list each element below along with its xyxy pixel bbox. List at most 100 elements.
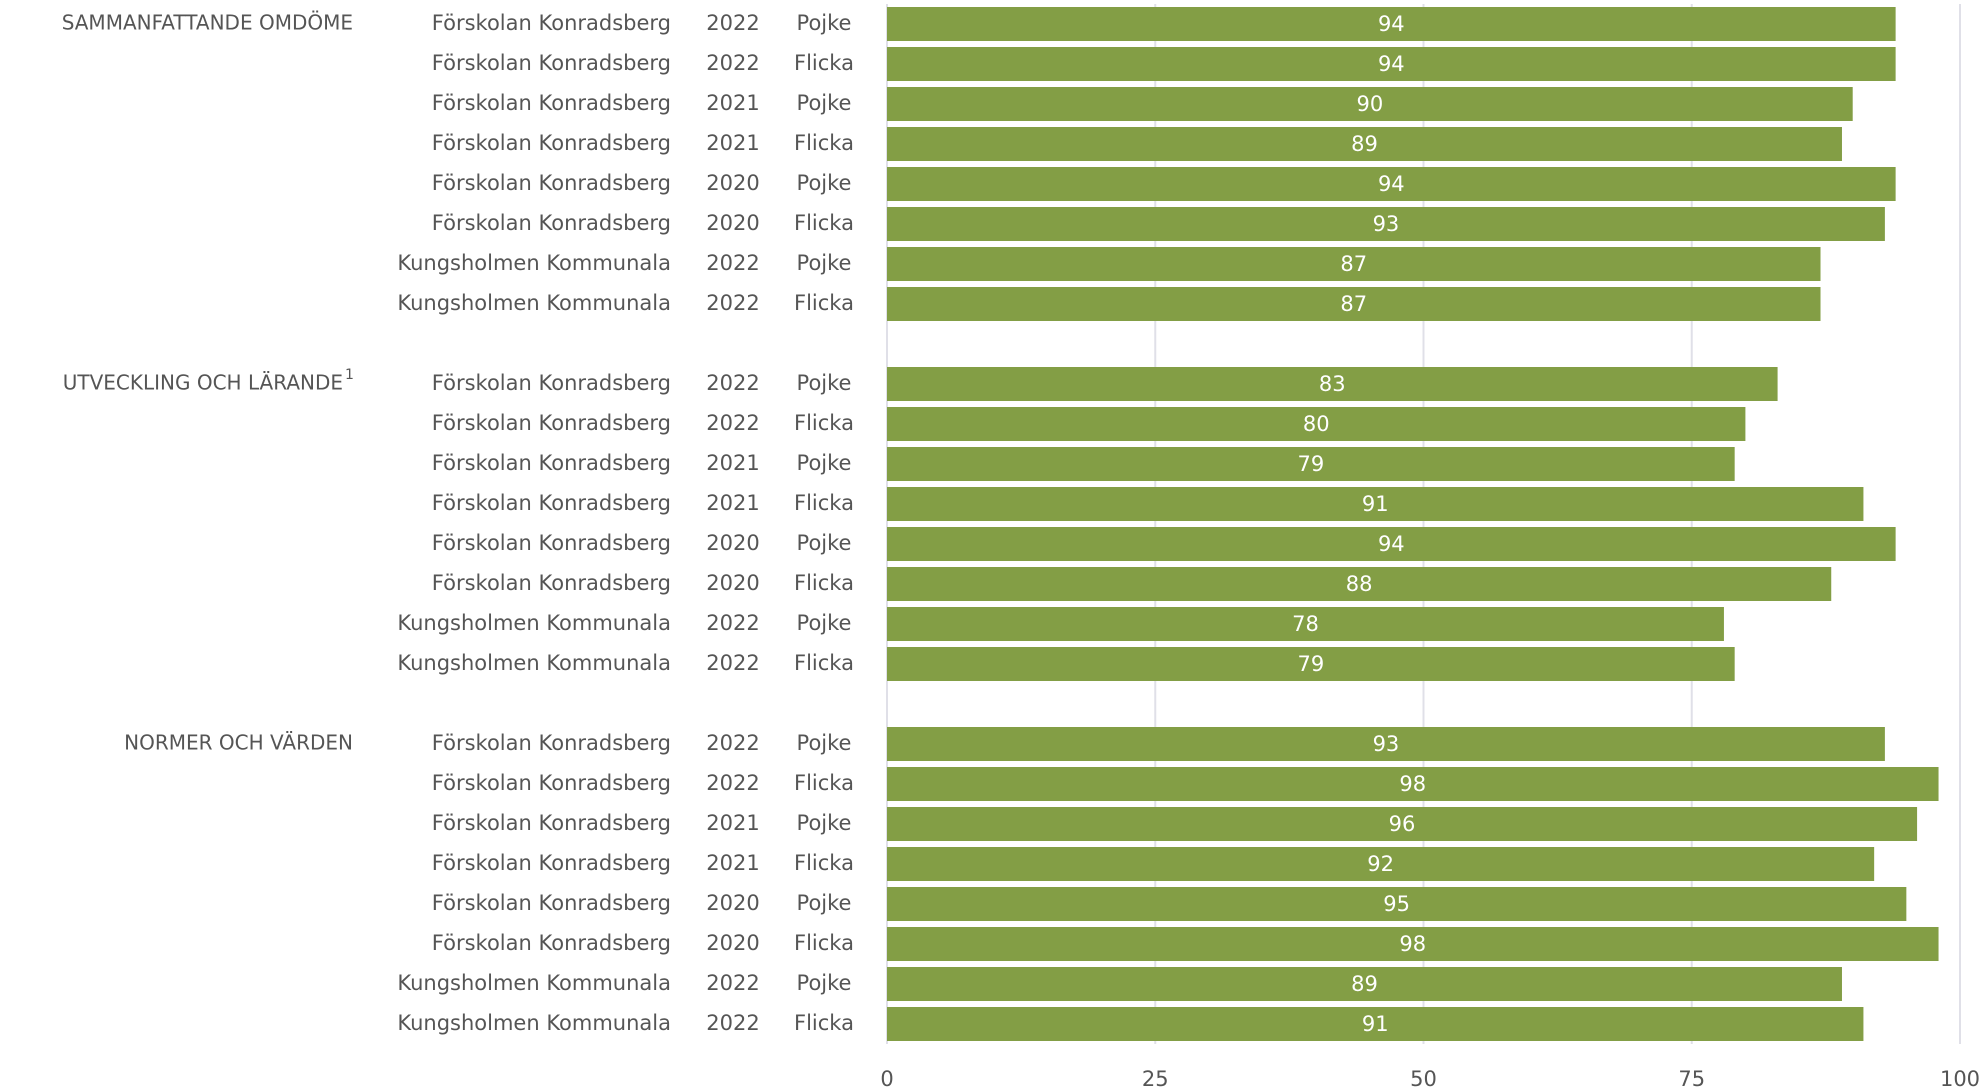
value-label: 91 [1362,492,1389,516]
value-label: 98 [1399,932,1426,956]
school-label: Kungsholmen Kommunala [397,251,671,275]
bar [887,367,1778,401]
bar [887,447,1735,481]
gender-label: Pojke [797,731,852,755]
bar [887,527,1896,561]
value-label: 98 [1399,772,1426,796]
group-label: UTVECKLING OCH LÄRANDE [63,371,343,395]
bar [887,767,1939,801]
school-label: Förskolan Konradsberg [432,731,671,755]
gender-label: Flicka [794,931,854,955]
footnote-mark: 1 [345,367,354,383]
value-label: 94 [1378,172,1405,196]
school-label: Kungsholmen Kommunala [397,1011,671,1035]
bar [887,407,1746,441]
gender-label: Flicka [794,291,854,315]
school-label: Förskolan Konradsberg [432,211,671,235]
value-label: 94 [1378,52,1405,76]
year-label: 2020 [706,171,759,195]
value-label: 88 [1346,572,1373,596]
value-label: 90 [1356,92,1383,116]
gender-label: Pojke [797,451,852,475]
bar [887,207,1885,241]
school-label: Förskolan Konradsberg [432,571,671,595]
year-label: 2022 [706,771,759,795]
gender-label: Pojke [797,611,852,635]
school-label: Förskolan Konradsberg [432,811,671,835]
bar [887,287,1821,321]
gender-label: Flicka [794,1011,854,1035]
group-label: SAMMANFATTANDE OMDÖME [62,11,353,35]
gender-label: Flicka [794,571,854,595]
school-label: Förskolan Konradsberg [432,51,671,75]
gender-label: Pojke [797,11,852,35]
year-label: 2022 [706,611,759,635]
school-label: Förskolan Konradsberg [432,91,671,115]
value-label: 80 [1303,412,1330,436]
value-label: 94 [1378,12,1405,36]
bar [887,847,1875,881]
school-label: Förskolan Konradsberg [432,531,671,555]
bar [887,87,1853,121]
gender-label: Pojke [797,811,852,835]
gender-label: Flicka [794,211,854,235]
school-label: Förskolan Konradsberg [432,891,671,915]
gender-label: Flicka [794,851,854,875]
value-label: 89 [1351,972,1378,996]
school-label: Förskolan Konradsberg [432,851,671,875]
x-tick-label: 50 [1410,1067,1437,1090]
year-label: 2020 [706,211,759,235]
value-label: 87 [1340,292,1367,316]
year-label: 2022 [706,251,759,275]
year-label: 2022 [706,51,759,75]
school-label: Kungsholmen Kommunala [397,971,671,995]
gender-label: Flicka [794,411,854,435]
bar [887,487,1864,521]
value-label: 79 [1297,652,1324,676]
bar [887,647,1735,681]
bar [887,247,1821,281]
bar [887,7,1896,41]
x-tick-label: 75 [1678,1067,1705,1090]
bar [887,607,1724,641]
school-label: Förskolan Konradsberg [432,451,671,475]
school-label: Förskolan Konradsberg [432,171,671,195]
value-label: 94 [1378,532,1405,556]
gender-label: Pojke [797,891,852,915]
year-label: 2022 [706,411,759,435]
bar [887,567,1832,601]
bar [887,1007,1864,1041]
bar [887,887,1907,921]
value-label: 95 [1383,892,1410,916]
bar [887,927,1939,961]
value-label: 79 [1297,452,1324,476]
school-label: Förskolan Konradsberg [432,131,671,155]
school-label: Kungsholmen Kommunala [397,651,671,675]
school-label: Förskolan Konradsberg [432,411,671,435]
year-label: 2021 [706,491,759,515]
gender-label: Pojke [797,971,852,995]
bar [887,127,1842,161]
gender-label: Flicka [794,131,854,155]
x-tick-label: 100 [1940,1067,1980,1090]
gender-label: Flicka [794,491,854,515]
year-label: 2021 [706,811,759,835]
x-tick-label: 0 [880,1067,893,1090]
group-label: NORMER OCH VÄRDEN [124,731,353,755]
bar [887,47,1896,81]
year-label: 2021 [706,91,759,115]
year-label: 2022 [706,371,759,395]
year-label: 2020 [706,531,759,555]
school-label: Förskolan Konradsberg [432,931,671,955]
gender-label: Flicka [794,651,854,675]
bar [887,967,1842,1001]
value-label: 83 [1319,372,1346,396]
gender-label: Pojke [797,371,852,395]
value-label: 93 [1373,732,1400,756]
value-label: 78 [1292,612,1319,636]
year-label: 2022 [706,971,759,995]
year-label: 2022 [706,651,759,675]
school-label: Förskolan Konradsberg [432,11,671,35]
year-label: 2022 [706,1011,759,1035]
